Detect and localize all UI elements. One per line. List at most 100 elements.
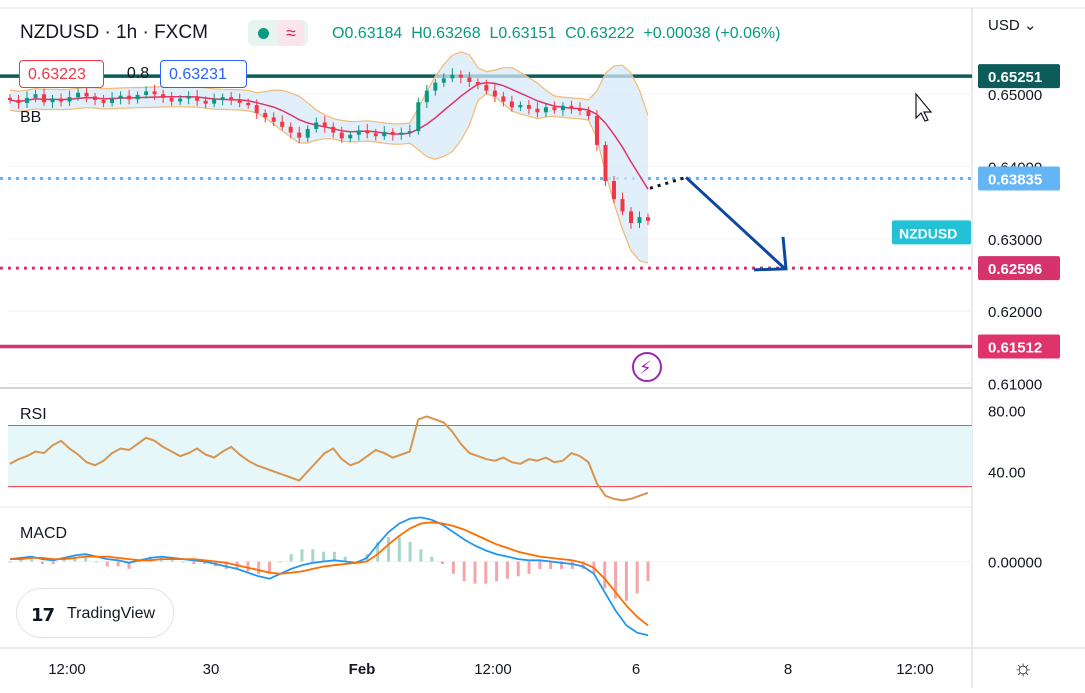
candle-body[interactable] (382, 131, 387, 137)
candle-body[interactable] (433, 82, 438, 91)
projection-arrow-line[interactable] (684, 176, 787, 270)
candle-body[interactable] (569, 105, 574, 109)
candle-body[interactable] (314, 122, 319, 129)
candle-body[interactable] (356, 130, 361, 135)
rsi-line[interactable] (9, 415, 649, 502)
candle-body[interactable] (577, 108, 582, 111)
candle-body[interactable] (492, 90, 497, 97)
candle-body[interactable] (42, 94, 47, 103)
candle-body[interactable] (229, 97, 234, 101)
candle-body[interactable] (501, 96, 506, 102)
candle-body[interactable] (390, 131, 395, 135)
candle-body[interactable] (203, 100, 208, 104)
wave-icon[interactable]: ≈ (278, 20, 304, 46)
candle-body[interactable] (594, 115, 599, 145)
candle-body[interactable] (152, 91, 157, 95)
symbol-title[interactable]: NZDUSD · 1h · FXCM (20, 22, 208, 43)
macd-histogram-bar (505, 561, 509, 579)
candle-body[interactable] (8, 97, 12, 101)
candle-body[interactable] (526, 105, 531, 109)
candle-body[interactable] (416, 102, 421, 132)
candle-body[interactable] (552, 107, 557, 111)
candle-body[interactable] (305, 128, 310, 138)
candle-body[interactable] (76, 92, 81, 98)
candle-body[interactable] (16, 100, 21, 103)
candle-body[interactable] (467, 77, 472, 82)
candle-body[interactable] (178, 98, 183, 102)
candle-body[interactable] (195, 96, 200, 101)
candle-body[interactable] (280, 121, 285, 127)
level-price-tag-3 (978, 334, 1060, 359)
candle-body[interactable] (348, 134, 353, 139)
candle-body[interactable] (186, 96, 191, 99)
macd-line[interactable] (9, 516, 649, 637)
candle-body[interactable] (509, 101, 514, 108)
candle-body[interactable] (637, 217, 642, 223)
sell-button[interactable]: 0.63223 (19, 60, 104, 88)
candle-body[interactable] (271, 117, 276, 122)
candle-body[interactable] (450, 74, 455, 79)
candle-body[interactable] (84, 92, 89, 97)
candle-body[interactable] (424, 90, 429, 103)
candle-body[interactable] (535, 108, 540, 113)
candle-body[interactable] (33, 94, 38, 98)
candle-body[interactable] (603, 144, 608, 182)
market-status-pill[interactable]: ≈ (248, 20, 308, 46)
candle-body[interactable] (144, 91, 149, 95)
candle-body[interactable] (518, 105, 523, 108)
candle-body[interactable] (620, 199, 625, 212)
macd-histogram-bar (419, 549, 423, 562)
candle-body[interactable] (93, 96, 98, 101)
candle-body[interactable] (339, 132, 344, 139)
macd-histogram-bar (116, 561, 120, 567)
candle-body[interactable] (110, 98, 115, 103)
candle-body[interactable] (475, 81, 480, 85)
settings-gear-icon[interactable]: ☼ (1013, 655, 1034, 680)
candle-body[interactable] (220, 97, 225, 100)
macd-histogram-bar (149, 556, 153, 562)
candle-body[interactable] (484, 84, 489, 91)
candle-body[interactable] (161, 94, 166, 98)
candle-body[interactable] (331, 126, 336, 133)
candle-body[interactable] (254, 105, 259, 114)
candle-body[interactable] (246, 102, 251, 106)
currency-menu-button[interactable]: USD ⌄ (988, 16, 1036, 34)
candle-body[interactable] (118, 95, 123, 99)
projection-dotted-segment[interactable] (649, 175, 687, 190)
candle-body[interactable] (50, 98, 55, 103)
candle-body[interactable] (67, 97, 72, 102)
candle-body[interactable] (365, 130, 370, 134)
candle-body[interactable] (399, 132, 404, 135)
tradingview-logo[interactable]: 17 TradingView (16, 588, 174, 638)
candle-body[interactable] (25, 97, 30, 103)
candle-body[interactable] (135, 94, 140, 100)
spread-value: 0.8 (126, 65, 150, 82)
candle-body[interactable] (458, 74, 463, 78)
candle-body[interactable] (101, 100, 106, 103)
macd-histogram-bar (311, 549, 315, 562)
projection-arrow-head-icon (753, 236, 788, 272)
candle-body[interactable] (646, 217, 650, 221)
event-marker-circle[interactable] (632, 352, 662, 382)
candle-body[interactable] (59, 98, 64, 102)
candle-body[interactable] (288, 126, 293, 133)
candle-body[interactable] (297, 132, 302, 138)
candle-body[interactable] (212, 99, 217, 104)
candle-body[interactable] (127, 95, 132, 100)
candle-body[interactable] (441, 78, 446, 83)
candle-body[interactable] (237, 100, 242, 103)
macd-signal-line[interactable] (10, 521, 649, 627)
candle-body[interactable] (628, 211, 633, 223)
candle-body[interactable] (263, 113, 268, 118)
buy-button[interactable]: 0.63231 (160, 60, 247, 88)
candle-body[interactable] (543, 107, 548, 113)
candle-body[interactable] (373, 133, 378, 137)
candle-body[interactable] (407, 131, 412, 133)
candle-body[interactable] (586, 110, 591, 116)
candle-body[interactable] (169, 97, 174, 102)
candle-body[interactable] (322, 122, 327, 127)
candle-body[interactable] (611, 181, 616, 200)
candle-body[interactable] (560, 105, 565, 111)
